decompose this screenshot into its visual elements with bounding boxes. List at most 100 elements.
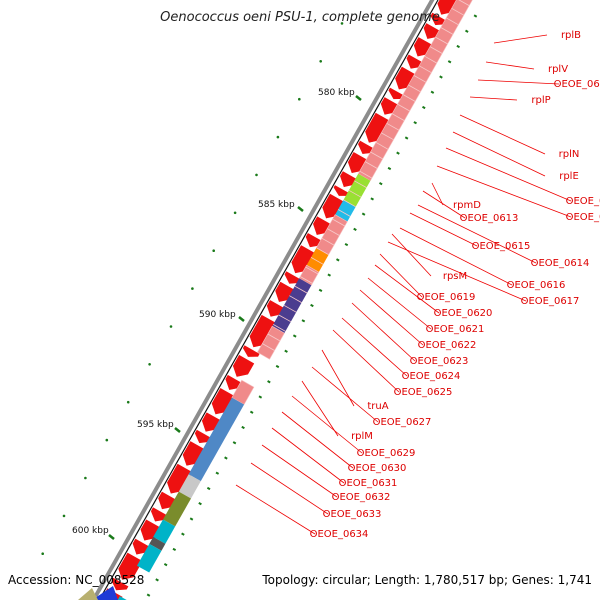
major-tick: [174, 427, 181, 433]
cog-separator: [458, 0, 470, 6]
leader-line: [367, 277, 432, 330]
leader-line: [271, 427, 345, 484]
gene-label: rplP: [531, 95, 550, 106]
gene-label: OEOE_0613: [460, 213, 519, 224]
inner-tick: [318, 288, 323, 292]
cog-separator: [316, 247, 329, 256]
genome-title: Oenococcus oeni PSU-1, complete genome: [160, 10, 440, 25]
leader-line: [311, 366, 379, 423]
leader-line: [459, 114, 546, 155]
minor-tick: [191, 287, 194, 290]
cog-separator: [343, 199, 356, 208]
cog-block: [153, 519, 176, 544]
inner-tick: [284, 349, 288, 353]
cog-separator: [310, 257, 324, 265]
gene-label: rplM: [351, 431, 373, 442]
accession-label: Accession: NC_008528: [8, 573, 145, 587]
gene-label: OEOE_0633: [323, 509, 382, 520]
minor-tick: [84, 476, 87, 480]
cog-separator: [391, 113, 405, 121]
minor-tick: [340, 22, 344, 25]
leader-line: [379, 253, 423, 298]
scale-label: 585 kbp: [258, 200, 295, 210]
inner-tick: [370, 197, 374, 201]
gene-label: OEOE_0601: [554, 79, 600, 90]
cog-separator: [327, 228, 340, 236]
inner-tick: [387, 166, 392, 171]
inner-tick: [336, 258, 340, 262]
leader-line: [359, 289, 424, 346]
leader-line: [291, 395, 363, 454]
leader-line: [341, 317, 408, 377]
major-tick: [297, 206, 304, 212]
gene-label: OEOE_0619: [417, 292, 476, 303]
gene-label: OEOE_0620: [434, 308, 493, 319]
inner-tick: [198, 502, 202, 506]
cog-separator: [283, 304, 297, 313]
inner-tick: [353, 227, 357, 231]
cog-track: [78, 0, 473, 600]
scale-ticks: [41, 14, 478, 597]
gene-arrow: [117, 551, 144, 581]
cog-block-tan: [78, 588, 98, 600]
cog-separator: [370, 151, 383, 160]
inner-tick: [430, 90, 435, 94]
gene-arrow-blue: [95, 586, 118, 600]
inner-tick: [301, 319, 306, 323]
minor-tick: [319, 60, 323, 63]
cog-separator: [408, 84, 421, 93]
gene-label: OEOE_0616: [507, 280, 566, 291]
inner-tick: [224, 456, 228, 460]
inner-tick: [241, 425, 245, 430]
minor-tick: [62, 514, 66, 518]
leader-line: [436, 165, 572, 218]
cog-separator: [348, 189, 362, 198]
minor-tick: [255, 173, 258, 177]
cog-separator: [364, 161, 378, 169]
gene-label: OEOE_0634: [310, 529, 369, 540]
cog-block: [163, 491, 191, 527]
leader-line: [321, 349, 355, 407]
leader-line: [281, 411, 354, 469]
cog-block: [149, 536, 166, 551]
leader-line: [445, 147, 572, 202]
inner-tick: [439, 75, 443, 79]
leader-line: [469, 96, 518, 101]
minor-tick: [169, 325, 173, 328]
leader-line: [431, 182, 444, 206]
cog-separator: [386, 122, 400, 131]
gene-label: OEOE_0632: [332, 492, 391, 503]
leader-line: [374, 264, 440, 314]
cog-separator: [300, 276, 313, 284]
cog-separator: [446, 17, 459, 26]
gene-arrow: [242, 344, 261, 358]
minor-tick: [212, 249, 215, 252]
cog-separator: [354, 180, 367, 188]
minor-tick: [233, 211, 237, 215]
leader-line: [387, 241, 527, 302]
cog-separator: [278, 314, 291, 323]
inner-tick: [155, 578, 159, 582]
cog-block: [188, 397, 245, 482]
cog-separator: [429, 46, 443, 54]
inner-tick: [189, 517, 194, 521]
cog-block: [272, 278, 312, 334]
gene-label: OEOE_0617: [521, 296, 580, 307]
inner-tick: [404, 136, 409, 140]
scale-label: 595 kbp: [137, 420, 174, 430]
inner-tick: [146, 593, 151, 597]
cog-block: [137, 543, 162, 573]
gene-label: rplN: [559, 149, 580, 160]
cog-separator: [413, 75, 427, 83]
inner-tick: [413, 121, 417, 125]
cog-separator: [419, 65, 432, 74]
cog-separator: [267, 333, 281, 342]
leader-line: [391, 233, 432, 277]
inner-tick: [232, 441, 237, 445]
major-tick: [355, 95, 362, 101]
gene-label: OEOE_0624: [402, 371, 461, 382]
minor-tick: [41, 552, 44, 555]
leader-line: [452, 131, 546, 177]
gene-label: rplV: [548, 64, 568, 75]
gene-label: OEOE_0621: [426, 324, 485, 335]
